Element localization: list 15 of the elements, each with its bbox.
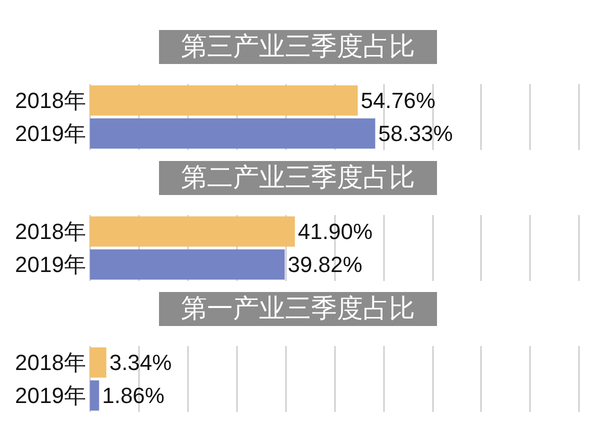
y-tick-label: 2018年 — [15, 350, 86, 375]
data-label: 3.34% — [109, 350, 172, 375]
y-tick-label: 2018年 — [15, 219, 86, 244]
chart-title: 第三产业三季度占比 — [181, 32, 415, 62]
chart-title: 第一产业三季度占比 — [181, 294, 415, 324]
y-tick-label: 2018年 — [15, 88, 86, 113]
y-tick-label: 2019年 — [15, 383, 86, 408]
data-label: 58.33% — [378, 121, 453, 146]
chart-title: 第二产业三季度占比 — [181, 163, 415, 193]
data-label: 41.90% — [298, 219, 373, 244]
y-tick-label: 2019年 — [15, 121, 86, 146]
y-tick-label: 2019年 — [15, 252, 86, 277]
data-label: 54.76% — [360, 88, 436, 113]
data-label: 39.82% — [288, 252, 362, 277]
data-label: 1.86% — [102, 383, 164, 408]
